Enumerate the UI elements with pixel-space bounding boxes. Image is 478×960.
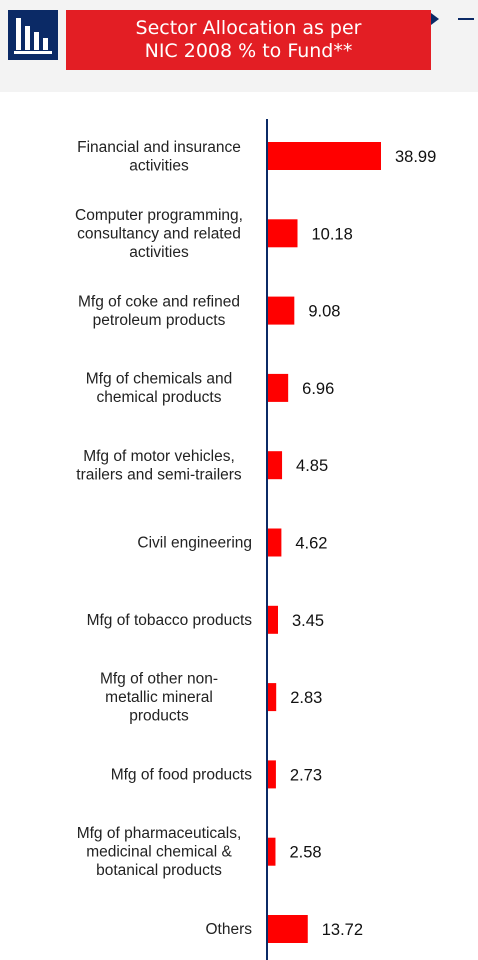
value-label-6: 3.45 — [292, 612, 324, 630]
header: Sector Allocation as per NIC 2008 % to F… — [0, 0, 478, 80]
category-label-line: Mfg of coke and refined — [78, 293, 240, 310]
category-label-line: Financial and insurance — [77, 139, 241, 156]
category-label-3: Mfg of chemicals and chemical products — [86, 371, 232, 407]
chart-title: Sector Allocation as per NIC 2008 % to F… — [135, 17, 362, 62]
category-label-9: Mfg of pharmaceuticals, medicinal chemica… — [77, 825, 242, 879]
category-label-2: Mfg of coke and refined petroleum product… — [78, 293, 240, 329]
bar-chart-icon — [8, 10, 58, 60]
category-label-line: activities — [129, 244, 189, 261]
category-label-line: Computer programming, — [75, 207, 243, 224]
value-label-4: 4.85 — [296, 457, 328, 475]
chart-title-banner: Sector Allocation as per NIC 2008 % to F… — [66, 10, 431, 70]
category-label-line: chemical products — [97, 389, 222, 406]
triangle-pointer-icon — [431, 13, 439, 25]
category-label-line: Others — [205, 921, 252, 938]
category-label-4: Mfg of motor vehicles, trailers and semi-… — [76, 448, 242, 484]
category-label-line: Mfg of pharmaceuticals, — [77, 825, 242, 842]
category-label-line: medicinal chemical & — [86, 844, 232, 861]
bar-9 — [268, 837, 276, 866]
bar-0 — [268, 142, 381, 170]
value-label-8: 2.73 — [290, 766, 322, 784]
bar-7 — [268, 683, 277, 712]
value-label-0: 38.99 — [395, 148, 436, 166]
value-label-9: 2.58 — [289, 844, 321, 862]
bar-10 — [268, 915, 308, 943]
category-label-line: Mfg of motor vehicles, — [83, 448, 235, 465]
bar-8 — [268, 760, 276, 789]
bar-2 — [268, 296, 295, 325]
bar-4 — [268, 451, 283, 480]
category-label-5: Civil engineering — [137, 535, 252, 552]
category-label-line: Civil engineering — [137, 535, 252, 552]
bar-3 — [268, 373, 289, 402]
chart-panel: 38.99 Financial and insurance activities 10… — [0, 92, 478, 960]
category-label-line: petroleum products — [93, 312, 226, 329]
value-label-5: 4.62 — [295, 535, 327, 553]
category-label-line: Mfg of food products — [111, 766, 253, 783]
category-label-line: Mfg of tobacco products — [87, 612, 253, 629]
value-label-3: 6.96 — [302, 380, 334, 398]
category-label-8: Mfg of food products — [111, 766, 253, 783]
category-label-7: Mfg of other non-metallic mineral product… — [100, 671, 218, 725]
category-label-1: Computer programming, consultancy and rel… — [75, 207, 243, 261]
category-label-line: metallic mineral — [105, 689, 213, 706]
category-label-line: Mfg of other non- — [100, 671, 218, 688]
value-label-7: 2.83 — [290, 689, 322, 707]
category-label-0: Financial and insurance activities — [77, 139, 241, 175]
category-label-line: consultancy and related — [77, 225, 241, 242]
bar-6 — [268, 605, 278, 634]
category-label-line: trailers and semi-trailers — [76, 466, 242, 483]
value-label-2: 9.08 — [308, 303, 340, 321]
category-label-line: botanical products — [96, 862, 222, 879]
value-label-10: 13.72 — [322, 921, 363, 939]
bar-5 — [268, 528, 282, 557]
divider-dash — [458, 18, 474, 20]
category-label-line: activities — [129, 157, 189, 174]
bar-1 — [268, 219, 298, 248]
category-label-10: Others — [205, 921, 252, 938]
category-label-line: Mfg of chemicals and — [86, 371, 232, 388]
category-label-6: Mfg of tobacco products — [87, 612, 253, 629]
value-label-1: 10.18 — [312, 225, 353, 243]
category-label-line: products — [129, 708, 189, 725]
